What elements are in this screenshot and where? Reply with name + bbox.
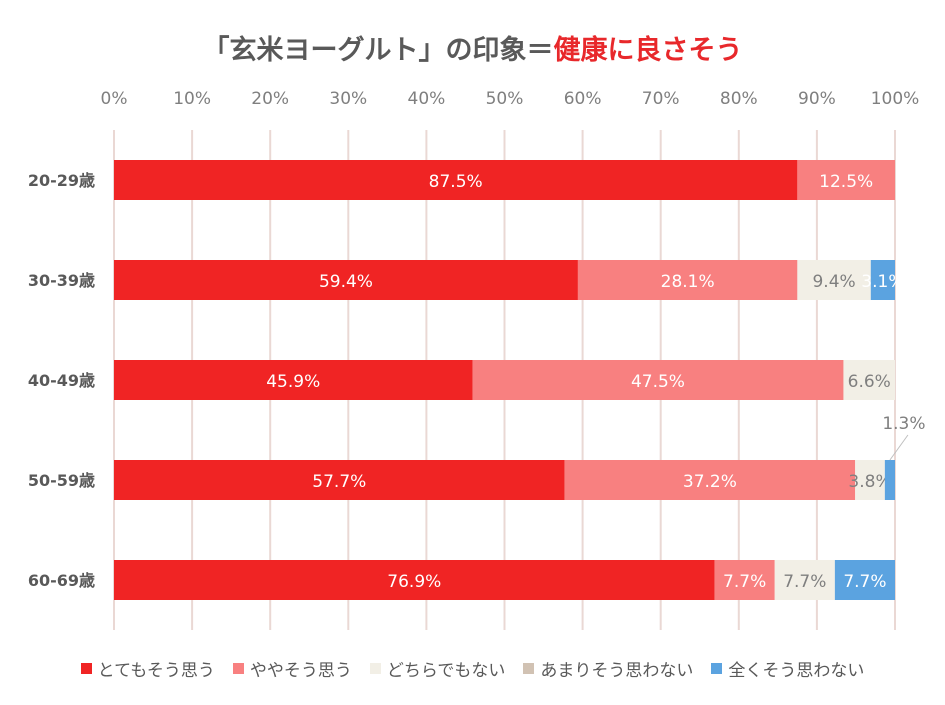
callout-leader [889,434,909,461]
bar-segment [797,260,871,300]
data-label: 3.8% [848,472,891,492]
x-tick-label: 20% [251,89,289,109]
data-label: 12.5% [819,172,873,192]
x-tick-label: 80% [720,89,758,109]
data-label: 28.1% [661,272,715,292]
data-label: 59.4% [319,272,373,292]
bar-segment [577,260,798,300]
category-label: 40-49歳 [28,371,95,390]
legend-swatch [80,663,92,674]
data-label: 87.5% [429,172,483,192]
bar-segment [114,360,473,400]
legend-item: あまりそう思わない [523,656,693,681]
legend-item: どちらでもない [369,656,506,681]
legend-swatch [232,663,244,674]
bar-segment [774,560,835,600]
data-label: 7.7% [723,572,766,592]
data-label: 57.7% [312,472,366,492]
legend-label: とてもそう思う [97,661,215,681]
legend-item: ややそう思う [232,656,352,681]
x-tick-label: 50% [486,89,524,109]
data-label: 7.7% [843,572,886,592]
legend: とてもそう思う ややそう思う どちらでもない あまりそう思わない 全くそう思わない [0,656,945,681]
legend-swatch [711,663,723,674]
data-label: 37.2% [683,472,737,492]
data-label: 76.9% [387,572,441,592]
data-label: 6.6% [848,372,891,392]
x-tick-label: 10% [173,89,211,109]
title-main: 「玄米ヨーグルト」の印象＝ [202,35,554,66]
bar-segment [114,160,798,200]
legend-swatch [523,663,535,674]
bar-segment [884,460,895,500]
bar-segment [472,360,844,400]
legend-item: とてもそう思う [80,656,215,681]
legend-label: 全くそう思わない [728,661,865,681]
data-label-callout: 1.3% [882,414,925,434]
category-label: 50-59歳 [28,471,95,490]
chart-title: 「玄米ヨーグルト」の印象＝健康に良さそう [0,28,945,67]
legend-item: 全くそう思わない [711,656,864,681]
bar-segment [114,260,578,300]
legend-label: あまりそう思わない [540,661,694,681]
legend-swatch [369,663,381,674]
x-tick-label: 100% [871,89,920,109]
category-label: 60-69歳 [28,571,95,590]
bar-segment [843,360,895,400]
legend-label: ややそう思う [249,661,352,681]
data-label: 9.4% [812,272,855,292]
bar-segment [870,260,895,300]
x-tick-label: 0% [101,89,128,109]
legend-label: どちらでもない [386,661,506,681]
data-label: 3.1% [861,272,904,292]
category-label: 30-39歳 [28,271,95,290]
bar-segment [834,560,895,600]
bar-segment [564,460,856,500]
x-tick-label: 30% [329,89,367,109]
data-label: 47.5% [631,372,685,392]
x-tick-label: 40% [408,89,446,109]
bar-segment [114,560,715,600]
x-tick-label: 90% [798,89,836,109]
bar-segment [114,460,565,500]
title-highlight: 健康に良さそう [553,35,743,66]
bar-segment [797,160,895,200]
x-tick-label: 60% [564,89,602,109]
bar-segment [714,560,775,600]
x-tick-label: 70% [642,89,680,109]
bar-segment [855,460,885,500]
category-label: 20-29歳 [28,171,95,190]
data-label: 45.9% [266,372,320,392]
data-label: 7.7% [783,572,826,592]
